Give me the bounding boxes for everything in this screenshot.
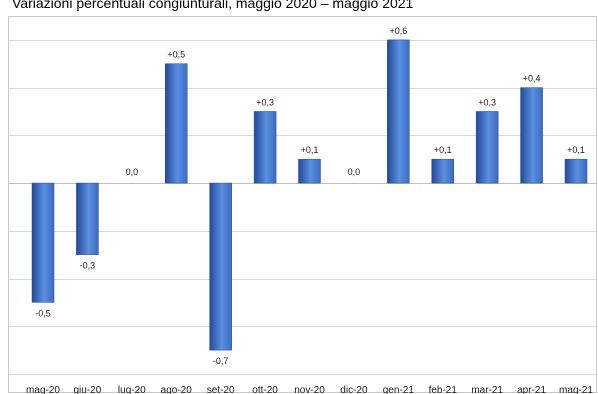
data-label: 0,0 [348,167,361,177]
bar-apr-21 [520,87,543,184]
bars [31,39,588,351]
bar-mag-21 [564,158,588,184]
x-tick-label: set-20 [207,385,235,394]
data-label: -0,5 [35,308,51,318]
bar-feb-21 [431,158,454,184]
chart-title: Variazioni percentuali congiunturali, ma… [12,0,414,11]
data-label: -0,7 [213,356,229,366]
bar-mar-21 [475,111,499,184]
data-label: +0,1 [434,145,452,155]
data-label: -0,3 [80,261,96,271]
data-label: +0,4 [523,74,541,84]
x-tick-label: feb-21 [429,385,458,394]
x-tick-labels: mag-20 giu-20 lug-20 ago-20 set-20 ott-20 nov-… [26,385,593,394]
bar-giu-20 [76,182,99,255]
gridlines [9,40,596,375]
bar-ago-20 [165,63,188,184]
x-tick-label: apr-21 [517,385,546,394]
bar-ott-20 [253,111,277,184]
plot-frame [8,16,597,393]
bar-gen-21 [387,39,410,184]
data-label: +0,5 [167,50,185,60]
x-tick-label: mag-20 [26,385,60,394]
data-label: +0,6 [389,26,407,36]
bar-nov-20 [298,158,321,184]
x-tick-label: ago-20 [161,385,193,394]
data-labels: -0,5 -0,3 0,0 +0,5 -0,7 +0,3 +0,1 0,0 +0,6 +0,1 +0… [35,26,585,366]
bar-set-20 [209,182,232,351]
data-label: 0,0 [126,167,139,177]
x-tick-label: nov-20 [294,385,325,394]
x-tick-label: mar-21 [471,385,503,394]
data-label: +0,3 [256,97,274,107]
data-label: +0,3 [478,97,496,107]
data-label: +0,1 [301,145,319,155]
data-label: +0,1 [567,145,585,155]
x-tick-label: ott-20 [252,385,278,394]
bar-mag-20 [31,182,55,303]
x-tick-label: mag-21 [559,385,593,394]
x-tick-label: giu-20 [74,385,102,394]
x-tick-label: gen-21 [383,385,415,394]
x-tick-label: dic-20 [340,385,368,394]
x-tick-label: lug-20 [118,385,146,394]
